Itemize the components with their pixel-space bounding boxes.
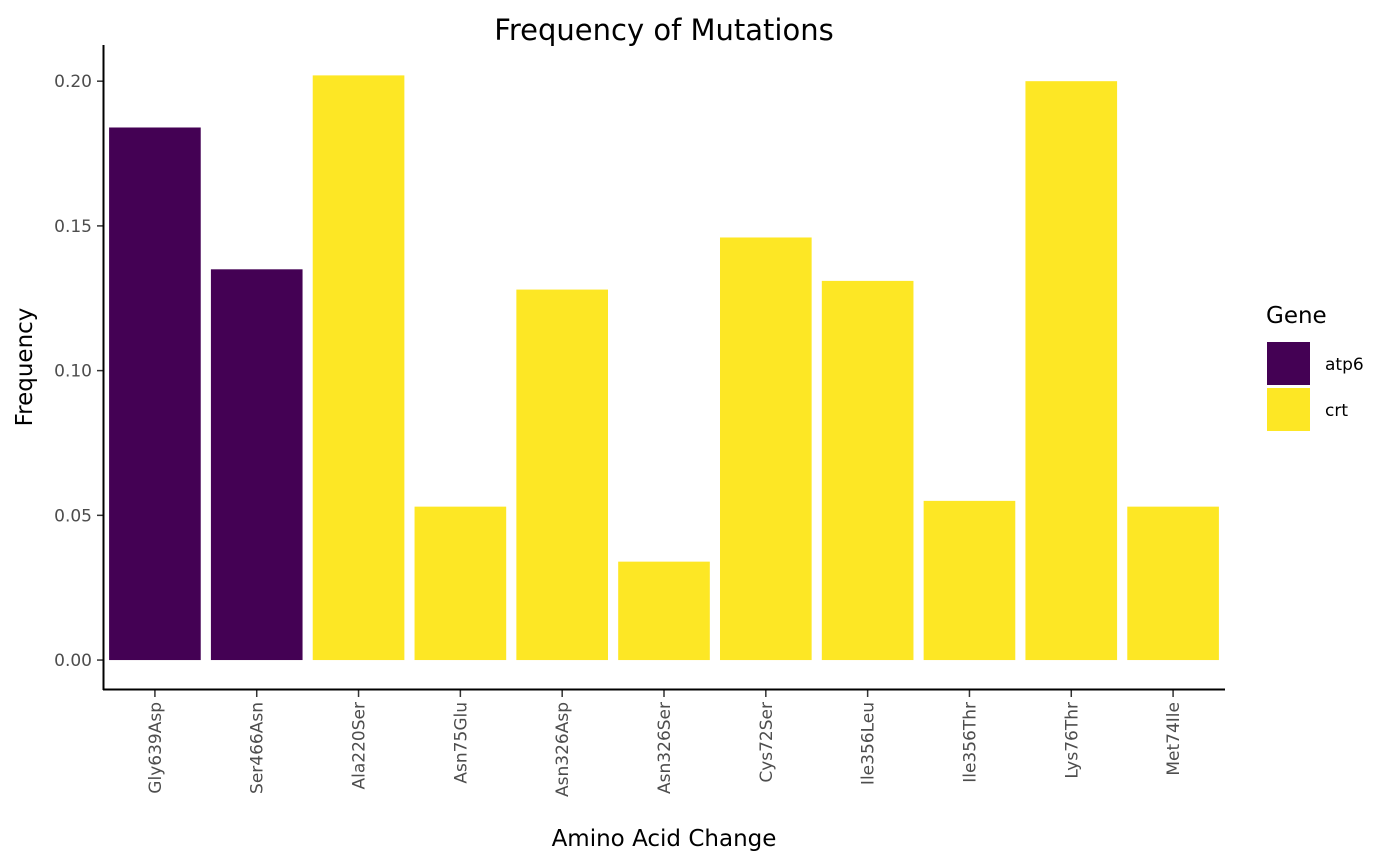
bars-group [109,75,1219,661]
legend: Gene atp6 crt [1266,303,1364,431]
y-axis-ticks: 0.00 0.05 0.10 0.15 0.20 [54,72,103,671]
x-tick-label: Lys76Thr [1062,702,1082,779]
bar-asn326ser [618,561,710,661]
legend-label-atp6: atp6 [1325,355,1364,375]
bar-ser466asn [210,269,303,661]
bar-ala220ser [312,75,405,661]
bar-met74ile [1127,506,1219,661]
bar-cys72ser [720,237,812,661]
x-tick-label: Ser466Asn [248,702,268,794]
x-tick-label: Gly639Asp [146,702,166,794]
legend-swatch-atp6 [1267,342,1310,385]
x-tick-label: Ala220Ser [350,702,370,789]
legend-title: Gene [1266,303,1327,329]
bar-ile356leu [821,280,914,661]
x-tick-label: Asn326Asp [553,702,573,797]
bar-gly639asp [109,127,201,661]
bar-ile356thr [923,500,1016,661]
y-tick-label: 0.05 [54,506,92,526]
x-tick-label: Asn326Ser [655,702,675,794]
legend-label-crt: crt [1325,401,1348,421]
x-tick-label: Cys72Ser [757,702,777,783]
y-tick-label: 0.10 [54,362,92,382]
x-tick-label: Met74Ile [1164,702,1184,776]
y-tick-label: 0.15 [54,217,92,237]
x-axis-title: Amino Acid Change [552,826,777,852]
y-tick-label: 0.00 [54,651,92,671]
legend-swatch-crt [1267,388,1310,431]
y-tick-label: 0.20 [54,72,92,92]
bar-asn75glu [414,506,507,661]
x-tick-label: Ile356Leu [859,702,879,785]
bar-asn326asp [516,289,608,661]
x-tick-label: Asn75Glu [451,702,471,784]
x-axis-ticks: Gly639Asp Ser466Asn Ala220Ser Asn75Glu Asn32… [146,690,1184,797]
x-tick-label: Ile356Thr [960,702,980,783]
y-axis-title: Frequency [12,308,38,427]
chart-title: Frequency of Mutations [494,13,833,47]
bar-lys76thr [1025,81,1118,661]
